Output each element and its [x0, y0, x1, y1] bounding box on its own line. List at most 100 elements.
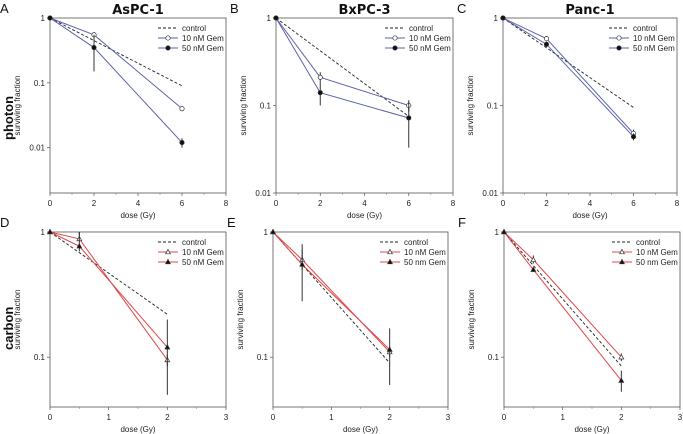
x-axis-label: dose (Gy)	[572, 211, 607, 220]
series-10-nm-gem: 10 nM Gem	[500, 15, 675, 137]
data-point	[91, 45, 97, 51]
legend-marker	[165, 45, 171, 51]
x-tick-label: 1	[329, 413, 334, 422]
panel-d: D 0 1 2 3 1 0.1 dose (Gy) surviving fraction cont…	[0, 215, 229, 434]
y-tick-label: 1	[41, 14, 46, 23]
x-tick-label: 3	[224, 413, 229, 422]
legend-label: 10 nM Gem	[182, 248, 224, 257]
control-line	[275, 17, 410, 117]
y-tick-label: 0.1	[260, 102, 272, 111]
x-axis-label: dose (Gy)	[120, 425, 155, 434]
data-point	[543, 41, 550, 47]
legend-label: 10 nM Gem	[409, 34, 451, 43]
data-point	[317, 74, 323, 80]
x-tick-label: 3	[446, 413, 451, 422]
series-10-nm-gem: 10 nM Gem	[270, 228, 446, 358]
y-tick-label: 0.1	[34, 79, 46, 88]
series-10-nm-gem: 10 nM Gem	[47, 228, 224, 367]
legend-marker	[387, 258, 393, 265]
x-tick-label: 1	[106, 413, 111, 422]
data-point	[299, 261, 306, 267]
data-point	[406, 115, 412, 121]
data-point	[630, 134, 637, 140]
x-tick-label: 2	[165, 413, 170, 422]
series-line	[272, 231, 391, 353]
data-point	[179, 106, 185, 112]
series-line	[503, 231, 622, 381]
control-line	[49, 231, 168, 315]
x-axis-label: dose (Gy)	[120, 211, 155, 220]
y-axis-label: surviving fraction	[466, 75, 475, 135]
x-tick-label: 6	[180, 199, 185, 208]
panel-letter: B	[230, 1, 239, 16]
x-tick-label: 8	[675, 199, 680, 208]
legend-marker	[165, 258, 171, 265]
y-tick-label: 0.01	[29, 144, 45, 153]
x-tick-label: 0	[48, 413, 53, 422]
x-tick-label: 2	[619, 413, 624, 422]
series-50-nm-gem: 50 nm Gem	[501, 228, 678, 392]
data-point	[543, 36, 550, 42]
series-control: control	[49, 17, 206, 87]
panel-letter: D	[0, 215, 9, 230]
data-point	[164, 343, 171, 350]
legend-marker	[616, 35, 622, 41]
series-control: control	[49, 231, 206, 315]
x-tick-label: 6	[631, 199, 636, 208]
x-tick-label: 0	[502, 413, 507, 422]
legend-label: 10 nM Gem	[636, 248, 678, 257]
y-tick-label: 0.1	[488, 353, 500, 362]
data-point	[76, 242, 83, 249]
series-line	[49, 231, 168, 348]
x-tick-label: 8	[224, 199, 229, 208]
data-point	[500, 15, 506, 21]
panel-f: F 0 1 2 3 1 0.1 dose (Gy) surviving fraction cont…	[458, 215, 683, 434]
x-tick-label: 3	[678, 413, 683, 422]
x-tick-label: 0	[274, 199, 279, 208]
series-line	[275, 17, 409, 119]
data-point	[501, 228, 507, 235]
x-axis-label: dose (Gy)	[347, 211, 382, 220]
y-axis-label: surviving fraction	[239, 75, 248, 135]
data-point	[618, 353, 625, 360]
panel-a: A AsPC-1 0 2 4 6 8 1 0.1 0.01 dose (Gy) surviving f…	[0, 1, 229, 220]
legend-marker	[165, 35, 171, 41]
y-tick-label: 0.1	[487, 102, 499, 111]
series-control: control	[502, 17, 657, 108]
series-line	[503, 231, 622, 358]
y-tick-label: 0.01	[255, 189, 271, 198]
series-line	[275, 17, 409, 106]
data-point	[317, 90, 323, 96]
y-tick-label: 1	[264, 228, 269, 237]
panel-title: BxPC-3	[338, 3, 390, 18]
panel-letter: E	[227, 215, 236, 230]
panel-c: C Panc-1 0 2 4 6 8 1 0.1 0.01 dose (Gy) surviving f…	[457, 1, 680, 220]
y-tick-label: 0.01	[482, 189, 498, 198]
legend-label: 50 nm Gem	[636, 258, 678, 267]
x-axis-label: dose (Gy)	[343, 425, 378, 434]
x-tick-label: 2	[387, 413, 392, 422]
series-50-nm-gem: 50 nm Gem	[270, 228, 446, 385]
panel-letter: F	[458, 215, 466, 230]
data-point	[273, 15, 279, 21]
y-tick-label: 1	[495, 228, 500, 237]
series-50-nm-gem: 50 nM Gem	[500, 15, 675, 141]
control-line	[502, 17, 634, 108]
data-point	[270, 228, 276, 235]
legend-label: control	[182, 238, 206, 247]
legend-label: control	[182, 24, 206, 33]
y-tick-label: 1	[494, 14, 499, 23]
legend-label: control	[409, 24, 433, 33]
x-tick-label: 4	[362, 199, 367, 208]
legend-marker	[619, 248, 625, 255]
data-point	[47, 228, 53, 235]
data-point	[530, 256, 537, 262]
panel-letter: C	[457, 1, 466, 16]
legend-label: control	[633, 24, 657, 33]
panel-title: AsPC-1	[112, 3, 164, 18]
series-line	[49, 17, 183, 143]
x-tick-label: 8	[451, 199, 456, 208]
legend-marker	[619, 258, 625, 265]
legend-label: 10 nM Gem	[182, 34, 224, 43]
